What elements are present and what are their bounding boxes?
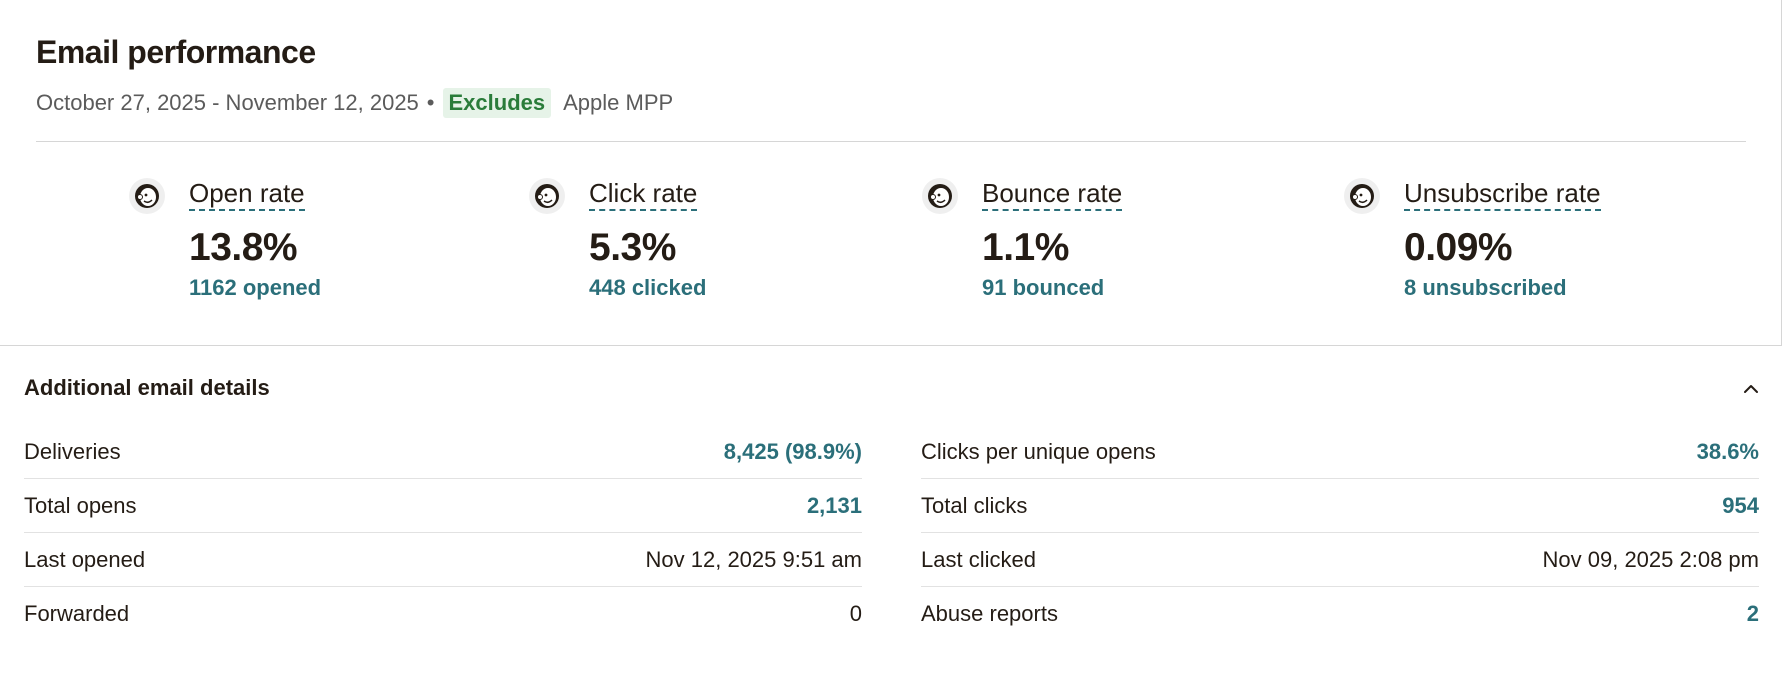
- metric-label[interactable]: Bounce rate: [982, 178, 1123, 211]
- detail-value-link[interactable]: 954: [1722, 492, 1759, 518]
- separator-dot: •: [426, 90, 435, 115]
- detail-value-link[interactable]: 2,131: [806, 492, 862, 518]
- metric-click-rate: Click rate 5.3% 448 clicked: [529, 178, 707, 301]
- metric-open-rate: Open rate 13.8% 1162 opened: [129, 178, 322, 301]
- detail-label: Abuse reports: [921, 601, 1058, 626]
- detail-label: Total opens: [24, 492, 137, 518]
- detail-value: 0: [849, 601, 862, 626]
- metric-value: 5.3%: [589, 226, 676, 269]
- detail-value-link[interactable]: 2: [1746, 601, 1759, 626]
- chevron-up-icon[interactable]: [1740, 380, 1762, 398]
- additional-details-title[interactable]: Additional email details: [24, 375, 270, 400]
- detail-row-total-clicks: Total clicks 954: [921, 479, 1759, 533]
- details-left-column: Deliveries 8,425 (98.9%) Total opens 2,1…: [24, 425, 862, 641]
- apple-mpp-label: Apple MPP: [563, 90, 674, 115]
- metric-sub-link[interactable]: 8 unsubscribed: [1404, 275, 1567, 300]
- email-performance-card: Email performance October 27, 2025 - Nov…: [0, 0, 1782, 346]
- metric-value: 1.1%: [982, 226, 1069, 269]
- detail-row-last-clicked: Last clicked Nov 09, 2025 2:08 pm: [921, 533, 1759, 587]
- metric-sub-link[interactable]: 91 bounced: [982, 275, 1105, 300]
- detail-label: Deliveries: [24, 438, 121, 464]
- detail-label: Total clicks: [921, 492, 1028, 518]
- detail-label: Forwarded: [24, 601, 130, 626]
- metric-label[interactable]: Unsubscribe rate: [1404, 178, 1601, 211]
- mailchimp-freddie-icon: [529, 178, 565, 214]
- detail-label: Last clicked: [921, 546, 1036, 572]
- detail-row-clicks-per-unique-opens: Clicks per unique opens 38.6%: [921, 425, 1759, 479]
- detail-row-deliveries: Deliveries 8,425 (98.9%): [24, 425, 862, 479]
- detail-row-abuse-reports: Abuse reports 2: [921, 587, 1759, 641]
- metric-sub-link[interactable]: 448 clicked: [589, 275, 707, 300]
- divider: [36, 141, 1746, 142]
- metric-label[interactable]: Open rate: [189, 178, 305, 211]
- mailchimp-freddie-icon: [1344, 178, 1380, 214]
- detail-value: Nov 09, 2025 2:08 pm: [1542, 546, 1759, 572]
- mailchimp-freddie-icon: [922, 178, 958, 214]
- detail-value-link[interactable]: 38.6%: [1696, 438, 1759, 464]
- date-range: October 27, 2025 - November 12, 2025: [36, 90, 419, 115]
- page-title: Email performance: [36, 34, 316, 70]
- detail-row-last-opened: Last opened Nov 12, 2025 9:51 am: [24, 533, 862, 587]
- metric-bounce-rate: Bounce rate 1.1% 91 bounced: [922, 178, 1123, 301]
- detail-value-link[interactable]: 8,425 (98.9%): [723, 438, 862, 464]
- metric-value: 13.8%: [189, 226, 298, 269]
- detail-row-forwarded: Forwarded 0: [24, 587, 862, 641]
- mailchimp-freddie-icon: [129, 178, 165, 214]
- metric-value: 0.09%: [1404, 226, 1513, 269]
- details-right-column: Clicks per unique opens 38.6% Total clic…: [921, 425, 1759, 641]
- date-range-line: October 27, 2025 - November 12, 2025 • E…: [36, 87, 673, 119]
- metric-label[interactable]: Click rate: [589, 178, 698, 211]
- detail-label: Last opened: [24, 546, 146, 572]
- detail-label: Clicks per unique opens: [921, 438, 1156, 464]
- detail-row-total-opens: Total opens 2,131: [24, 479, 862, 533]
- metric-sub-link[interactable]: 1162 opened: [189, 275, 322, 300]
- metric-unsubscribe-rate: Unsubscribe rate 0.09% 8 unsubscribed: [1344, 178, 1601, 301]
- detail-value: Nov 12, 2025 9:51 am: [645, 546, 862, 572]
- excludes-badge: Excludes: [442, 88, 552, 118]
